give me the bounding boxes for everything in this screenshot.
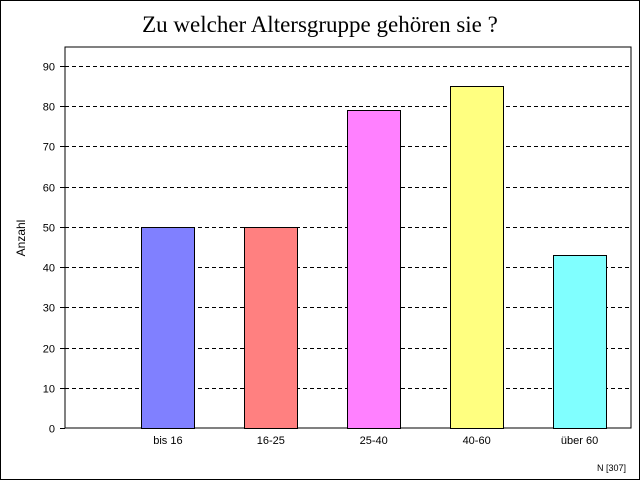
x-category-label: 25-40 [360, 435, 388, 447]
bar [141, 227, 195, 429]
y-axis-ticks: 0 10 20 30 40 50 60 70 80 90 [43, 62, 65, 436]
bars [141, 86, 607, 429]
y-tick-label: 20 [43, 344, 55, 356]
x-axis-labels: bis 16 16-25 25-40 40-60 über 60 [153, 435, 598, 447]
y-tick-label: 60 [43, 183, 55, 195]
x-category-label: bis 16 [153, 435, 182, 447]
y-tick-label: 30 [43, 303, 55, 315]
y-axis-label: Anzahl [14, 220, 28, 257]
y-tick-label: 10 [43, 384, 55, 396]
y-tick-label: 90 [43, 62, 55, 74]
sample-size-note: N [307] [597, 463, 626, 473]
chart-title: Zu welcher Altersgruppe gehören sie ? [142, 12, 498, 37]
bar [450, 86, 504, 429]
y-tick-label: 70 [43, 142, 55, 154]
y-tick-label: 50 [43, 223, 55, 235]
y-tick-label: 0 [49, 424, 55, 436]
x-category-label: 16-25 [257, 435, 285, 447]
y-tick-label: 40 [43, 263, 55, 275]
x-category-label: 40-60 [463, 435, 491, 447]
bar [347, 110, 401, 429]
y-tick-label: 80 [43, 102, 55, 114]
bar [553, 255, 607, 429]
bar [244, 227, 298, 429]
x-category-label: über 60 [561, 435, 598, 447]
